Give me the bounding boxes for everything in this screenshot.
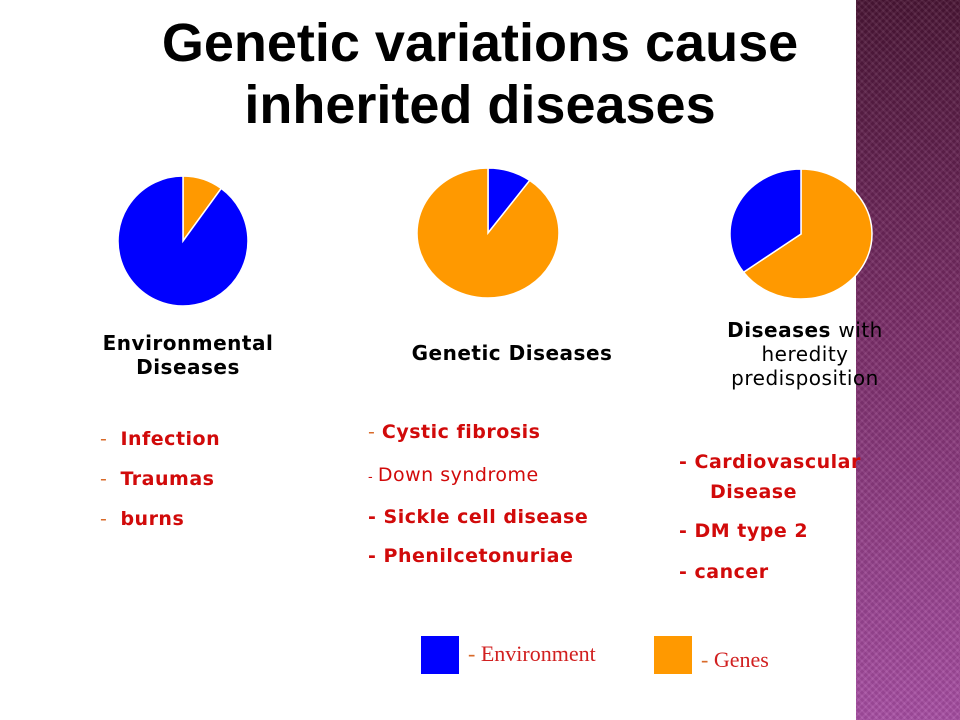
label-environmental-diseases: Environmental Diseases bbox=[58, 331, 318, 379]
label-genetic-diseases: Genetic Diseases bbox=[372, 341, 652, 365]
legend-environment-text: Environment bbox=[480, 641, 596, 666]
list-item-text-continued: Disease bbox=[710, 481, 797, 503]
list-item: - Infection bbox=[100, 428, 220, 450]
list-item-text: Phenilcetonuriae bbox=[383, 545, 574, 567]
pie-slice-genes bbox=[742, 168, 873, 300]
legend-genes-text: Genes bbox=[713, 647, 769, 672]
legend-swatch-environment bbox=[421, 636, 459, 674]
list-item: - Sickle cell disease bbox=[368, 506, 588, 528]
label-hereditary-word2: with bbox=[838, 318, 883, 342]
list-item-text: Infection bbox=[120, 428, 221, 450]
list-dash: - bbox=[679, 561, 695, 583]
list-item-text: Cardiovascular bbox=[694, 451, 861, 473]
list-item-text: Traumas bbox=[120, 468, 215, 490]
label-environmental-line1: Environmental bbox=[102, 331, 274, 355]
pie-slice-genes bbox=[416, 167, 560, 299]
list-item-text: Cystic fibrosis bbox=[381, 421, 541, 443]
slide-title-line1: Genetic variations cause bbox=[161, 13, 799, 73]
pie-slice-environment bbox=[117, 175, 249, 307]
list-item-text: DM type 2 bbox=[694, 520, 809, 542]
list-item: - Traumas bbox=[100, 468, 214, 490]
list-item: - burns bbox=[100, 508, 184, 530]
pie-chart-hereditary bbox=[729, 168, 873, 300]
list-item-text: cancer bbox=[694, 561, 769, 583]
legend-swatch-genes bbox=[654, 636, 692, 674]
list-dash: - bbox=[679, 451, 695, 473]
list-item: Disease bbox=[710, 481, 797, 503]
list-item-text: Sickle cell disease bbox=[383, 506, 589, 528]
list-dash: - bbox=[368, 421, 382, 443]
label-genetic-text: Genetic Diseases bbox=[411, 341, 613, 365]
list-item: - Cardiovascular bbox=[679, 451, 861, 473]
label-hereditary-line3: predisposition bbox=[731, 366, 879, 390]
list-item: - Down syndrome bbox=[368, 464, 539, 486]
list-item: - Phenilcetonuriae bbox=[368, 545, 573, 567]
legend-dash: - bbox=[701, 647, 709, 672]
pie-chart-environmental bbox=[117, 175, 249, 307]
list-dash: - bbox=[368, 470, 378, 485]
list-item: - DM type 2 bbox=[679, 520, 808, 542]
decorative-side-band bbox=[856, 0, 960, 720]
list-dash: - bbox=[679, 520, 695, 542]
label-hereditary-line2: heredity bbox=[761, 342, 849, 366]
list-dash: - bbox=[100, 468, 121, 490]
slide-title: Genetic variations cause inherited disea… bbox=[60, 12, 900, 136]
label-hereditary-word1: Diseases bbox=[727, 318, 831, 342]
list-item: - cancer bbox=[679, 561, 769, 583]
legend-label-environment: - Environment bbox=[468, 641, 596, 667]
slide-title-line2: inherited diseases bbox=[244, 75, 716, 135]
legend-label-genes: - Genes bbox=[701, 647, 769, 673]
list-item-text: burns bbox=[120, 508, 185, 530]
pie-chart-genetic bbox=[416, 167, 560, 299]
list-item-text: Down syndrome bbox=[377, 464, 539, 486]
list-dash: - bbox=[368, 545, 384, 567]
label-hereditary-diseases: Diseases with heredity predisposition bbox=[680, 318, 930, 390]
list-item: - Cystic fibrosis bbox=[368, 421, 540, 443]
label-environmental-line2: Diseases bbox=[136, 355, 240, 379]
list-dash: - bbox=[368, 506, 384, 528]
list-dash: - bbox=[100, 428, 121, 450]
list-dash: - bbox=[100, 508, 121, 530]
pie-slice-environment bbox=[729, 168, 802, 274]
legend-dash: - bbox=[468, 641, 476, 666]
